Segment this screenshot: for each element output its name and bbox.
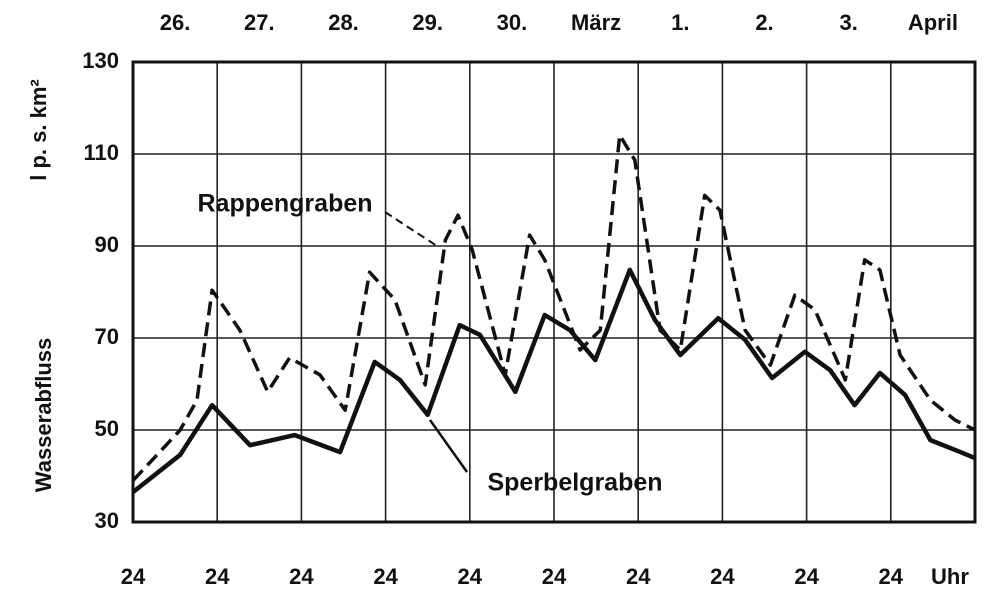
- x-tick-label: 24: [542, 564, 567, 589]
- x-tick-label: 24: [626, 564, 651, 589]
- x-tick-label: 24: [458, 564, 483, 589]
- y-tick-label: 110: [84, 140, 120, 165]
- legend-label: Sperbelgraben: [487, 469, 662, 497]
- y-tick-label: 130: [82, 48, 119, 73]
- x-tick-label: 24: [879, 564, 904, 589]
- top-tick-label: März: [571, 10, 621, 35]
- top-tick-label: 3.: [840, 10, 858, 35]
- top-tick-label: 29.: [412, 10, 443, 35]
- leader-line: [384, 211, 438, 247]
- x-tick-label: 24: [794, 564, 819, 589]
- series-line: [131, 267, 976, 494]
- x-tick-label: 24: [121, 564, 146, 589]
- top-tick-label: 27.: [244, 10, 275, 35]
- y-tick-label: 30: [95, 508, 119, 533]
- x-unit-label: Uhr: [931, 564, 969, 589]
- x-tick-label: 24: [205, 564, 230, 589]
- y-tick-label: 90: [95, 232, 119, 257]
- x-tick-label: 24: [373, 564, 398, 589]
- y-unit-label: l p. s. km²: [26, 79, 51, 180]
- x-tick-label: 24: [710, 564, 735, 589]
- y-axis-label: Wasserabfluss: [31, 338, 56, 492]
- top-tick-label: 1.: [671, 10, 689, 35]
- top-tick-label: 2.: [755, 10, 773, 35]
- legend-label: Rappengraben: [197, 190, 372, 218]
- top-tick-label: 26.: [160, 10, 191, 35]
- series-line: [131, 133, 976, 482]
- x-tick-label: 24: [289, 564, 314, 589]
- top-tick-label: April: [908, 10, 958, 35]
- y-tick-label: 50: [95, 416, 119, 441]
- top-tick-label: 30.: [497, 10, 528, 35]
- y-tick-label: 70: [95, 324, 119, 349]
- plot-frame: [131, 60, 977, 524]
- top-tick-label: 28.: [328, 10, 359, 35]
- leader-line: [428, 419, 469, 473]
